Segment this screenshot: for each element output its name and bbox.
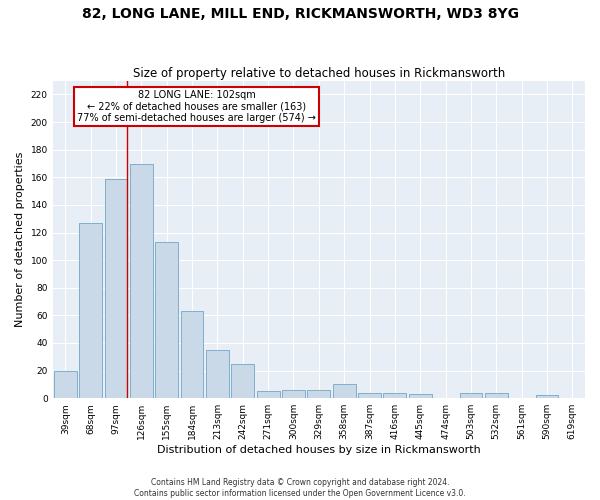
Bar: [409, 394, 431, 398]
Bar: [104, 178, 127, 398]
Bar: [358, 392, 381, 398]
Bar: [54, 370, 77, 398]
Text: 82 LONG LANE: 102sqm
← 22% of detached houses are smaller (163)
77% of semi-deta: 82 LONG LANE: 102sqm ← 22% of detached h…: [77, 90, 316, 124]
Title: Size of property relative to detached houses in Rickmansworth: Size of property relative to detached ho…: [133, 66, 505, 80]
Bar: [383, 392, 406, 398]
Bar: [485, 392, 508, 398]
X-axis label: Distribution of detached houses by size in Rickmansworth: Distribution of detached houses by size …: [157, 445, 481, 455]
Text: Contains HM Land Registry data © Crown copyright and database right 2024.
Contai: Contains HM Land Registry data © Crown c…: [134, 478, 466, 498]
Bar: [282, 390, 305, 398]
Bar: [460, 392, 482, 398]
Bar: [155, 242, 178, 398]
Bar: [232, 364, 254, 398]
Bar: [536, 396, 559, 398]
Bar: [206, 350, 229, 398]
Bar: [307, 390, 330, 398]
Bar: [257, 392, 280, 398]
Bar: [79, 223, 102, 398]
Bar: [333, 384, 356, 398]
Text: 82, LONG LANE, MILL END, RICKMANSWORTH, WD3 8YG: 82, LONG LANE, MILL END, RICKMANSWORTH, …: [82, 8, 518, 22]
Bar: [181, 311, 203, 398]
Y-axis label: Number of detached properties: Number of detached properties: [15, 152, 25, 327]
Bar: [130, 164, 153, 398]
